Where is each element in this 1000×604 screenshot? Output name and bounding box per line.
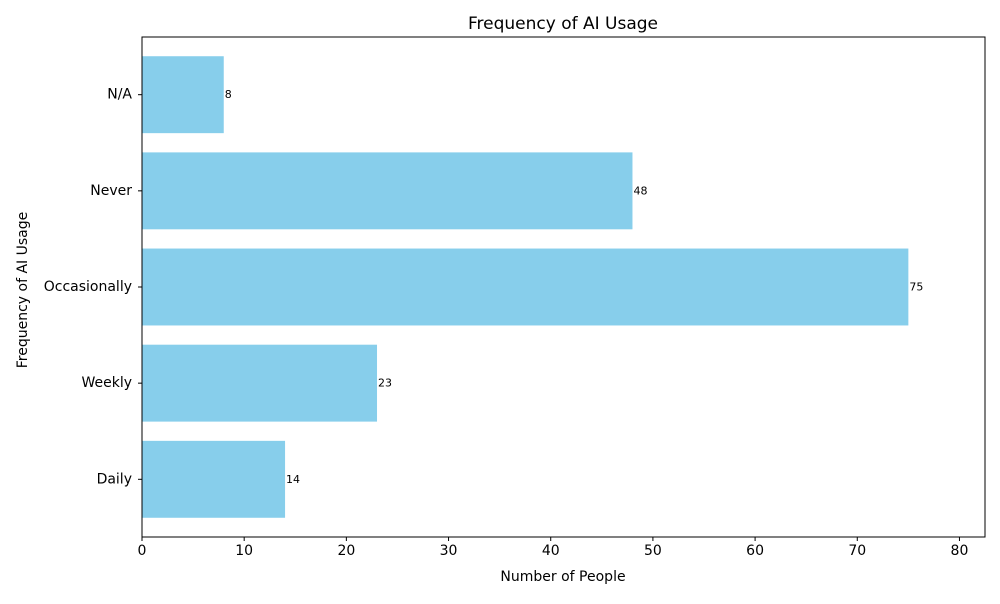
y-axis-label: Frequency of AI Usage — [15, 212, 31, 369]
bar-daily — [142, 440, 286, 518]
bar-value-label: 23 — [378, 377, 392, 390]
y-tick-label: N/A — [107, 87, 132, 103]
y-axis-ticks: Daily Weekly Occasionally Never N/A — [44, 87, 142, 487]
x-axis-label: Number of People — [500, 569, 625, 585]
x-tick-label: 50 — [644, 543, 662, 559]
x-axis-ticks: 0 10 20 30 40 50 60 70 80 — [138, 537, 969, 559]
x-tick-label: 60 — [746, 543, 764, 559]
x-tick-label: 40 — [542, 543, 560, 559]
x-tick-label: 20 — [337, 543, 355, 559]
data-labels-group: 14 23 75 48 8 — [225, 88, 924, 486]
bar-never — [142, 152, 633, 230]
bars-group — [142, 56, 909, 518]
bar-value-label: 48 — [633, 184, 647, 197]
x-tick-label: 0 — [138, 543, 147, 559]
y-tick-label: Daily — [97, 471, 132, 487]
bar-occasionally — [142, 248, 909, 326]
y-tick-label: Weekly — [81, 375, 132, 391]
x-tick-label: 30 — [440, 543, 458, 559]
bar-value-label: 14 — [286, 473, 300, 486]
y-tick-label: Never — [90, 183, 132, 199]
bar-n-a — [142, 56, 224, 134]
x-tick-label: 10 — [235, 543, 253, 559]
y-tick-label: Occasionally — [44, 279, 132, 295]
chart-title: Frequency of AI Usage — [468, 14, 658, 34]
x-tick-label: 80 — [951, 543, 969, 559]
bar-weekly — [142, 344, 378, 422]
bar-value-label: 8 — [225, 88, 232, 101]
bar-value-label: 75 — [909, 281, 923, 294]
x-tick-label: 70 — [848, 543, 866, 559]
